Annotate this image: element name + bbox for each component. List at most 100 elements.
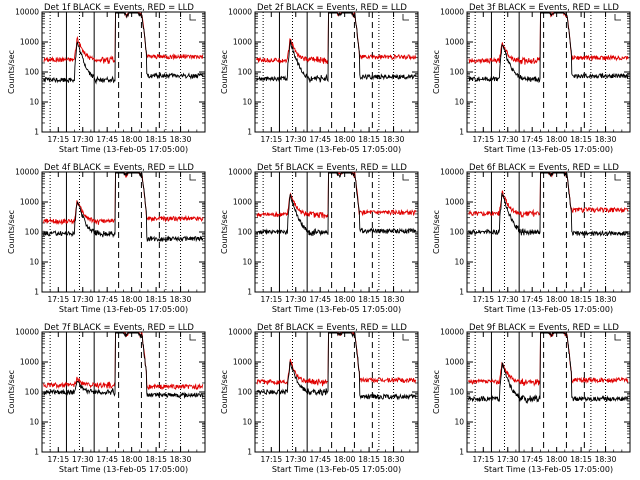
x-tick-label: 18:00 [334,135,356,144]
y-tick-label: 10000 [15,328,39,337]
x-tick-label: 17:45 [96,455,118,464]
x-tick-label: 17:30 [285,455,307,464]
x-tick-label: 18:30 [383,295,405,304]
panel-title: Det 9f BLACK = Events, RED = LLD [469,323,619,333]
x-tick-label: 17:15 [47,295,69,304]
y-tick-label: 10 [454,418,464,427]
y-tick-label: 1 [34,128,39,137]
x-tick-label: 18:00 [121,135,143,144]
x-tick-label: 17:45 [521,135,543,144]
x-tick-label: 17:45 [96,295,118,304]
y-tick-label: 100 [450,228,465,237]
y-tick-label: 10000 [440,8,464,17]
y-tick-label: 1000 [20,358,39,367]
legend-corner-mark [614,174,621,181]
x-tick-label: 18:30 [595,455,617,464]
x-tick-label: 18:15 [570,295,592,304]
x-tick-label: 18:00 [334,455,356,464]
panel-title: Det 5f BLACK = Events, RED = LLD [257,163,407,173]
y-axis-label: Counts/sec [220,210,229,254]
x-tick-label: 18:00 [546,135,568,144]
y-tick-label: 10 [29,98,39,107]
legend-corner-mark [614,334,621,341]
lld-series-line [43,12,204,65]
x-tick-label: 17:15 [472,295,494,304]
x-axis-label: Start Time (13-Feb-05 17:05:00) [484,465,613,474]
y-axis-label: Counts/sec [7,370,16,414]
events-series-line [256,171,417,237]
panel-det-5: Det 5f BLACK = Events, RED = LLD 1 10 100 10… [220,163,419,314]
y-tick-label: 1000 [233,198,252,207]
x-tick-label: 17:45 [309,455,331,464]
y-tick-label: 10000 [228,328,252,337]
x-tick-label: 17:30 [497,295,519,304]
x-tick-label: 18:30 [595,135,617,144]
events-series-line [256,11,417,83]
y-tick-label: 10 [242,258,252,267]
panel-det-7: Det 7f BLACK = Events, RED = LLD 1 10 100 10… [7,323,206,474]
x-axis-label: Start Time (13-Feb-05 17:05:00) [59,305,188,314]
panel-title: Det 3f BLACK = Events, RED = LLD [469,3,619,13]
events-series-line [43,172,203,243]
x-tick-label: 18:00 [121,295,143,304]
y-axis-label: Counts/sec [432,370,441,414]
y-axis-label: Counts/sec [220,50,229,94]
y-tick-label: 10 [242,418,252,427]
x-tick-label: 17:45 [521,295,543,304]
legend-corner-mark [614,14,621,21]
x-tick-label: 17:45 [309,295,331,304]
events-series-line [43,11,204,85]
legend-corner-mark [189,174,196,181]
panel-det-4: Det 4f BLACK = Events, RED = LLD 1 10 100 10… [7,163,206,314]
y-tick-label: 1 [459,448,464,457]
y-tick-label: 10 [454,98,464,107]
panel-det-8: Det 8f BLACK = Events, RED = LLD 1 10 100 10… [220,323,419,474]
y-tick-label: 1 [34,448,39,457]
x-tick-label: 17:45 [96,135,118,144]
panel-det-1: Det 1f BLACK = Events, RED = LLD 1 10 100 10… [7,3,206,154]
y-tick-label: 100 [25,68,40,77]
lld-series-line [468,171,629,218]
x-tick-label: 18:15 [145,135,167,144]
y-tick-label: 1 [247,288,252,297]
y-tick-label: 100 [450,388,465,397]
x-tick-label: 17:15 [47,455,69,464]
x-tick-label: 17:30 [497,455,519,464]
x-tick-label: 18:15 [570,455,592,464]
x-tick-label: 17:30 [285,135,307,144]
lld-series-line [256,331,417,387]
y-axis-label: Counts/sec [432,210,441,254]
y-tick-label: 1000 [445,198,464,207]
x-tick-label: 18:30 [383,135,405,144]
x-axis-label: Start Time (13-Feb-05 17:05:00) [59,145,188,154]
y-tick-label: 1 [459,288,464,297]
panel-title: Det 4f BLACK = Events, RED = LLD [44,163,194,173]
y-tick-label: 1000 [20,198,39,207]
events-series-line [468,11,629,84]
events-series-line [43,332,204,399]
lld-series-line [468,332,629,387]
x-tick-label: 17:30 [72,135,94,144]
x-tick-label: 17:30 [497,135,519,144]
y-tick-label: 10000 [228,168,252,177]
y-tick-label: 10 [454,258,464,267]
x-tick-label: 17:15 [472,135,494,144]
y-tick-label: 1000 [445,38,464,47]
y-tick-label: 1 [247,128,252,137]
x-tick-label: 17:15 [472,455,494,464]
x-tick-label: 17:30 [285,295,307,304]
x-tick-label: 18:30 [383,455,405,464]
x-axis-label: Start Time (13-Feb-05 17:05:00) [484,145,613,154]
lld-series-line [468,11,629,65]
panel-det-2: Det 2f BLACK = Events, RED = LLD 1 10 100 10… [220,3,419,154]
y-tick-label: 10 [29,258,39,267]
x-tick-label: 18:15 [358,455,380,464]
lld-series-line [43,332,204,391]
legend-corner-mark [402,334,409,341]
y-axis-label: Counts/sec [7,50,16,94]
y-tick-label: 1 [247,448,252,457]
x-tick-label: 17:30 [72,455,94,464]
x-tick-label: 17:45 [521,455,543,464]
x-axis-label: Start Time (13-Feb-05 17:05:00) [59,465,188,474]
